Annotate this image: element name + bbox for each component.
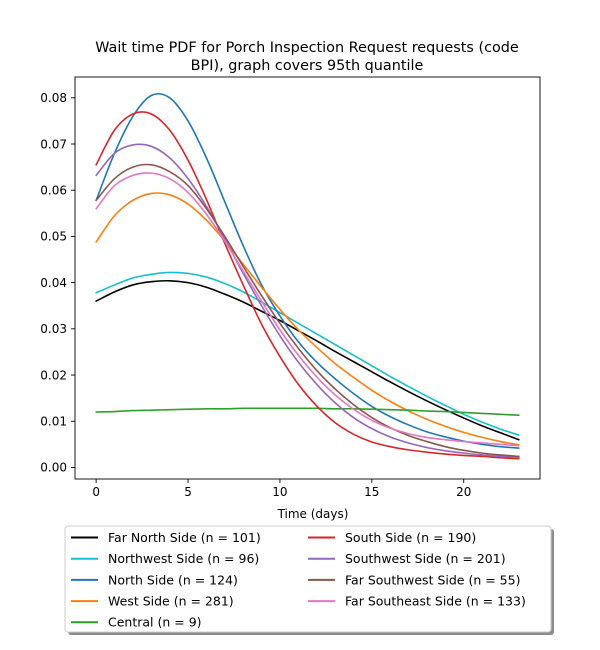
y-axis-ticks: 0.00 0.01 0.02 0.03 0.04 0.05 0.06 0.07 0.08 [40, 91, 75, 475]
series-line [95, 271, 520, 436]
series-line [95, 163, 520, 458]
x-tick-label: 0 [92, 485, 100, 499]
legend-item: North Side (n = 124) [71, 572, 238, 587]
y-tick-label: 0.00 [40, 461, 67, 475]
x-tick-label: 15 [364, 485, 379, 499]
x-axis-ticks: 0 5 10 15 20 [92, 479, 471, 499]
plot-area [74, 76, 541, 480]
x-tick-label: 20 [456, 485, 471, 499]
axes-frame [74, 76, 541, 480]
chart-title-line-1: Wait time PDF for Porch Inspection Reque… [95, 40, 519, 56]
series-line [95, 279, 520, 441]
x-axis-label: Time (days) [277, 507, 349, 521]
legend-label: South Side (n = 190) [345, 530, 476, 545]
legend-label: Southwest Side (n = 201) [345, 551, 506, 566]
y-tick-label: 0.01 [40, 415, 67, 429]
series-line [95, 92, 520, 449]
legend-item: Central (n = 9) [71, 615, 202, 630]
y-tick-label: 0.02 [40, 368, 67, 382]
chart-title-line-2: BPI), graph covers 95th quantile [191, 58, 424, 74]
series-lines [95, 92, 520, 460]
legend-item: West Side (n = 281) [71, 594, 234, 609]
series-line [95, 143, 520, 459]
legend-item: Southwest Side (n = 201) [308, 551, 506, 566]
legend-label: Far Southeast Side (n = 133) [345, 594, 526, 609]
x-tick-label: 5 [184, 485, 192, 499]
legend-item: Far Southeast Side (n = 133) [308, 594, 526, 609]
legend-item: Northwest Side (n = 96) [71, 551, 259, 566]
series-line [95, 172, 520, 447]
legend-label: Far North Side (n = 101) [108, 530, 261, 545]
legend-item: Far North Side (n = 101) [71, 530, 261, 545]
y-tick-label: 0.03 [40, 322, 67, 336]
series-line [95, 192, 520, 446]
legend-label: Central (n = 9) [108, 615, 202, 630]
series-line [95, 111, 520, 460]
legend-item: South Side (n = 190) [308, 530, 476, 545]
y-tick-label: 0.07 [40, 137, 67, 151]
legend: Far North Side (n = 101) Northwest Side (… [64, 525, 554, 635]
legend-label: West Side (n = 281) [108, 594, 234, 609]
series-line [95, 407, 520, 417]
legend-label: North Side (n = 124) [108, 572, 238, 587]
legend-label: Far Southwest Side (n = 55) [345, 572, 520, 587]
x-tick-label: 10 [272, 485, 287, 499]
y-tick-label: 0.08 [40, 91, 67, 105]
legend-item: Far Southwest Side (n = 55) [308, 572, 520, 587]
y-tick-label: 0.05 [40, 230, 67, 244]
y-tick-label: 0.06 [40, 184, 67, 198]
legend-label: Northwest Side (n = 96) [108, 551, 259, 566]
y-tick-label: 0.04 [40, 276, 67, 290]
